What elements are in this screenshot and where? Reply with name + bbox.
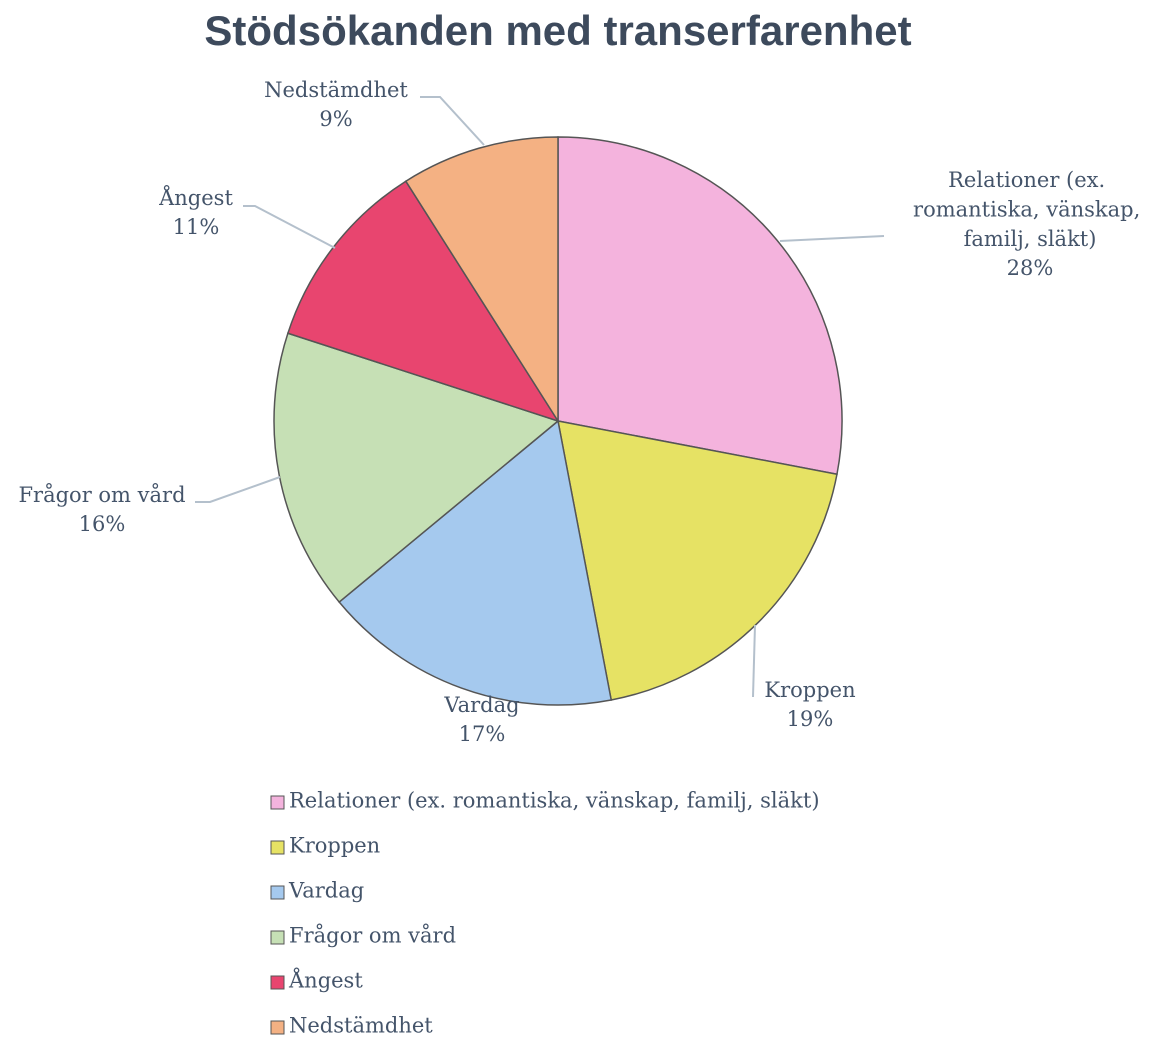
legend-swatch <box>270 795 285 810</box>
pie-slice <box>557 420 838 701</box>
legend-swatch <box>270 885 285 900</box>
legend-label: Frågor om vård <box>289 924 456 948</box>
leader-line <box>243 205 336 249</box>
data-label-value: 17% <box>459 722 506 746</box>
data-label-value: 16% <box>79 512 126 536</box>
leader-line <box>420 96 485 146</box>
legend-label: Kroppen <box>289 834 380 858</box>
data-label-value: 28% <box>1007 256 1054 280</box>
data-label-category: Vardag <box>443 693 519 717</box>
data-label-value: 19% <box>787 707 834 731</box>
leader-line <box>752 624 756 698</box>
data-label-category: Nedstämdhet <box>264 78 408 102</box>
data-label-category: Frågor om vård <box>18 483 185 507</box>
data-label-category: Ångest <box>158 185 233 210</box>
data-label-value: 11% <box>173 215 220 239</box>
legend-label: Nedstämdhet <box>289 1014 433 1037</box>
legend-swatch <box>270 975 285 990</box>
legend-label: Ångest <box>288 968 363 993</box>
data-label-category: Kroppen <box>764 678 855 702</box>
legend-swatch <box>270 930 285 945</box>
chart-title: Stödsökanden med transerfarenhet <box>204 7 911 54</box>
legend-label: Vardag <box>288 879 364 903</box>
legend-swatch <box>270 1020 285 1035</box>
pie-slice <box>404 136 559 424</box>
legend-label: Relationer (ex. romantiska, vänskap, fam… <box>289 789 820 813</box>
leader-line <box>195 476 281 503</box>
legend-swatch <box>270 840 285 855</box>
pie-slice <box>338 419 613 706</box>
pie-slice <box>273 332 560 604</box>
data-label-value: 9% <box>319 107 352 131</box>
data-label-category: Relationer (ex. romantiska, vänskap, fam… <box>913 168 1147 251</box>
pie-slice <box>557 136 843 476</box>
leader-line <box>779 235 885 242</box>
